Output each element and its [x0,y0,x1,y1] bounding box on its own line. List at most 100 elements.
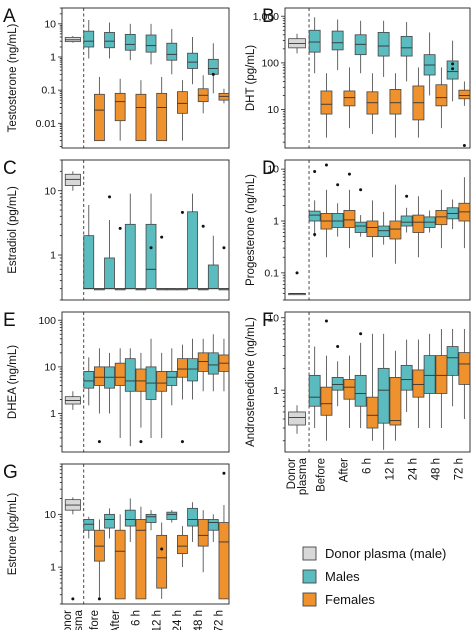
box-iqr [114,92,126,122]
x-tick-label: Donor [286,458,298,489]
box-iqr [218,522,230,600]
x-tick-label: Donor [62,610,74,630]
box-females [114,348,126,438]
box-males [377,20,390,77]
x-tick-label: 48 h [431,458,443,480]
box-males [187,338,198,400]
outlier-point [211,72,215,76]
box-iqr [124,358,136,392]
box-iqr [207,264,219,290]
y-tick-label: 1 [273,385,279,397]
x-tick-label: Before [316,458,328,492]
box-males [207,43,219,94]
outlier-point [324,163,328,167]
box-females [458,177,471,249]
box-iqr [124,33,136,51]
box-iqr [177,358,188,378]
box-males [423,333,436,429]
y-tick-label: 10 [44,509,56,521]
box-males [354,332,367,429]
box-males [187,193,198,290]
x-tick-label: After [110,610,122,630]
panel-a: A 0.01 0.1 1 10 Testosterone (ng/mL) [3,6,230,149]
x-tick-label: After [339,458,351,482]
box-females [94,288,105,291]
box-males [187,37,198,85]
box-iqr [83,519,95,531]
y-axis-label: Testosterone (ng/mL) [7,24,19,133]
box-males [83,516,95,539]
box-males [166,28,178,75]
box-males [166,348,178,406]
box-males [124,498,136,542]
box-iqr [177,91,188,114]
box-males [104,22,115,59]
panel-label: D [262,158,276,179]
panel-g: G 1 10 Estrone (pg/mL) Donor plasma Before Afte… [3,462,230,630]
box-females [366,200,379,258]
box-iqr [435,84,448,107]
box-iqr [187,52,198,69]
box-iqr [156,534,168,589]
box-iqr [366,220,379,238]
x-tick-label: Before [89,610,101,630]
y-axis-label: Estrone (pg/mL) [7,493,19,576]
box-iqr [412,369,425,398]
box-iqr [207,519,219,531]
box-iqr [64,173,81,187]
box-iqr [320,90,333,115]
box-females [412,339,425,429]
box-males [83,357,95,406]
box-iqr [400,364,413,391]
box-iqr [331,377,344,391]
box-iqr [207,352,219,375]
box-males [446,199,459,230]
box-iqr [135,93,147,142]
box-males [187,502,198,542]
box-iqr [197,352,209,372]
y-axis-label: Progesterone (ng/mL) [245,174,257,286]
box-males [354,20,367,74]
panel-f: F 1 10 Androstenedione (ng/mL) Donor plasma Be… [245,310,471,495]
outlier-point [222,246,226,250]
outlier-point [160,547,164,551]
box-iqr [166,42,178,61]
box-iqr [156,92,168,142]
panel-label: C [3,158,17,179]
box-iqr [400,215,413,227]
panel-label: F [262,310,274,331]
plot-frame [61,7,230,149]
box-males [331,345,344,407]
box-females [114,78,126,141]
box-females [366,73,379,134]
box-males [145,510,157,531]
box-iqr [458,352,471,385]
box-females [94,519,105,601]
box-iqr [320,386,333,416]
box-iqr [104,32,115,49]
box-females [218,88,230,104]
box-females [197,75,209,114]
y-tick-label: 1 [50,52,56,64]
box-iqr [366,396,379,429]
y-tick-label: 10 [267,164,279,176]
box-iqr [114,362,126,386]
box-iqr [435,210,448,226]
box-iqr [308,29,321,53]
box-males [331,19,344,71]
outlier-point [451,67,455,71]
box-iqr [187,507,198,527]
x-tick-label: plasma [73,609,85,630]
box-females [412,67,425,138]
plot-frame [61,159,230,301]
box-females [389,184,402,264]
outlier-point [108,195,112,199]
y-tick-label: 1 [50,562,56,574]
box-males [354,188,367,237]
outlier-point [359,188,363,192]
box-males [104,352,115,414]
legend-label-females: Females [325,592,375,607]
box-females [156,522,168,599]
box-males [423,32,436,96]
box-females [343,172,356,249]
